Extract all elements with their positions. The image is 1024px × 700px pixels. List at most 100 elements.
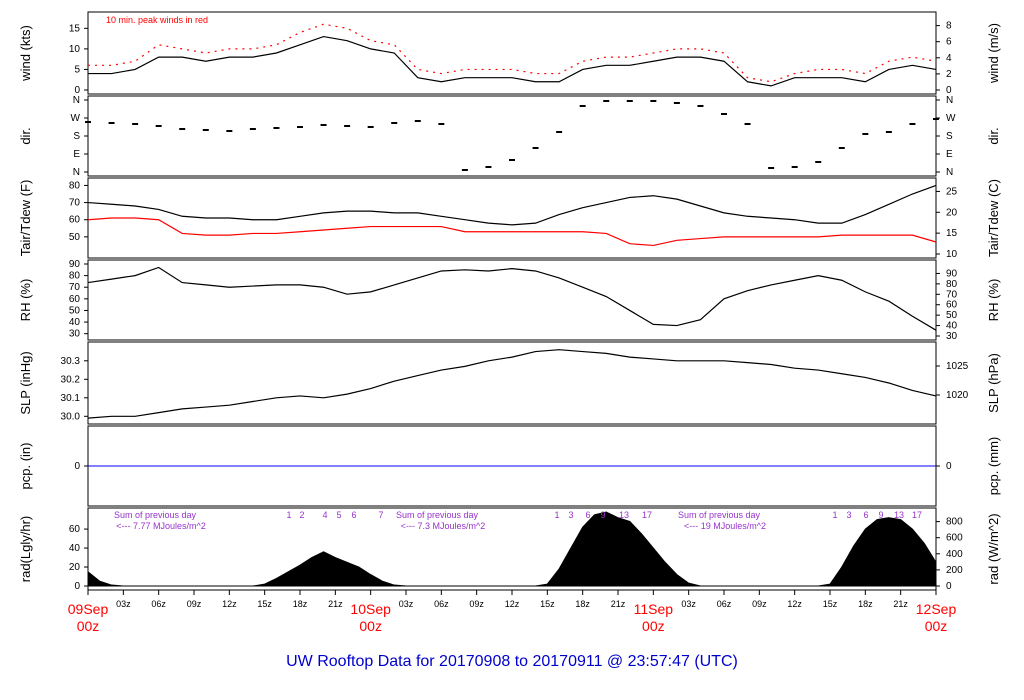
dir-ytick-label-left: N [73, 167, 80, 178]
temp-ytick-label-left: 80 [69, 180, 81, 191]
rh-ytick-label-left: 80 [69, 271, 81, 282]
x-tick-label: 21z [893, 599, 908, 609]
rad-ylabel-left: rad(Lgly/hr) [18, 516, 33, 582]
x-date-label: 10Sep [350, 601, 391, 617]
x-date-label: 09Sep [68, 601, 109, 617]
rh-series [87, 266, 937, 331]
dir-point [320, 124, 327, 126]
x-date-label: 12Sep [916, 601, 957, 617]
x-tick-label: 18z [575, 599, 590, 609]
dir-point [85, 121, 91, 123]
rh-frame [87, 259, 937, 341]
rad-hour-mark: 6 [585, 510, 590, 520]
x-tick-label: 06z [434, 599, 449, 609]
rh-ytick-label-right: 90 [946, 268, 958, 279]
dir-ytick-label-right: N [946, 167, 953, 178]
rh-ytick-label-right: 60 [946, 300, 958, 311]
rad-sum-label: Sum of previous day [114, 510, 197, 520]
x-tick-label: 18z [858, 599, 873, 609]
rad-hour-mark: 13 [619, 510, 629, 520]
dir-point [344, 125, 351, 127]
temp-ytick-label-right: 25 [946, 186, 958, 197]
rh-ytick-label-right: 50 [946, 310, 958, 321]
dir-ytick-label-right: E [946, 149, 953, 160]
dir-point [885, 131, 892, 133]
x-tick-label: 15z [823, 599, 838, 609]
dir-point [721, 113, 727, 115]
wind-ytick-label-left: 15 [69, 23, 81, 34]
rad-area [87, 511, 937, 587]
wind-annotation: 10 min. peak winds in red [106, 15, 208, 25]
temp-ytick-label-left: 70 [69, 198, 81, 209]
dir-point [556, 131, 563, 133]
rh-ytick-label-left: 70 [69, 282, 81, 293]
rad-hour-mark: 17 [642, 510, 652, 520]
dir-point [509, 159, 515, 161]
slp-ytick-label-left: 30.3 [61, 356, 81, 367]
x-tick-label: 15z [257, 599, 272, 609]
x-date-label: 11Sep [634, 601, 674, 617]
dir-ytick-label-right: W [946, 113, 956, 124]
dir-point [603, 100, 610, 102]
dir-ylabel-left: dir. [18, 127, 33, 144]
wind-ytick-label-left: 5 [74, 64, 80, 75]
rad-hour-mark: 3 [846, 510, 851, 520]
slp-ylabel-right: SLP (hPa) [986, 353, 1001, 413]
dir-point [626, 100, 633, 102]
slp-series [87, 349, 937, 419]
dir-point [438, 123, 445, 125]
dir-point [838, 147, 845, 149]
slp-ytick-label-left: 30.0 [61, 411, 81, 422]
dir-point [249, 128, 256, 130]
rad-hour-mark: 1 [286, 510, 291, 520]
dir-point [909, 123, 916, 125]
x-tick-label: 03z [681, 599, 696, 609]
rad-sum-value: <--- 19 MJoules/m^2 [684, 521, 766, 531]
slp-ytick-label-right: 1020 [946, 390, 969, 401]
dir-point [650, 100, 657, 102]
x-tick-label: 06z [151, 599, 166, 609]
slp-ytick-label-left: 30.2 [61, 374, 81, 385]
temp-series-0 [87, 184, 937, 226]
x-tick-label: 03z [399, 599, 414, 609]
dir-frame [87, 95, 937, 177]
temp-ylabel-left: Tair/Tdew (F) [18, 180, 33, 257]
rad-ytick-label-right: 800 [946, 517, 963, 528]
x-tick-label: 21z [328, 599, 343, 609]
dir-ytick-label-left: W [71, 113, 81, 124]
rad-sum-label: Sum of previous day [396, 510, 479, 520]
slp-ylabel-left: SLP (inHg) [18, 351, 33, 414]
rad-ylabel-right: rad (W/m^2) [986, 513, 1001, 584]
temp-ytick-label-right: 20 [946, 207, 958, 218]
dir-point [367, 126, 374, 128]
pcp-ytick-label-left: 0 [74, 461, 80, 472]
dir-ytick-label-left: N [73, 95, 80, 106]
rad-hour-mark: 13 [894, 510, 904, 520]
dir-point [744, 123, 751, 125]
x-date-hour-label: 00z [642, 618, 665, 634]
wind-ylabel-left: wind (kts) [18, 25, 33, 82]
dir-point [532, 147, 539, 149]
x-tick-label: 09z [187, 599, 202, 609]
dir-point [273, 127, 280, 129]
dir-point [485, 166, 492, 168]
dir-point [815, 161, 822, 163]
rad-hour-mark: 17 [912, 510, 922, 520]
wind-ytick-label-right: 2 [946, 69, 952, 80]
dir-ylabel-right: dir. [986, 127, 1001, 144]
rad-hour-mark: 7 [378, 510, 383, 520]
slp-ytick-label-right: 1025 [946, 361, 969, 372]
rh-ylabel-left: RH (%) [18, 279, 33, 322]
rh-ylabel-right: RH (%) [986, 279, 1001, 322]
dir-point [697, 105, 704, 107]
dir-ytick-label-right: S [946, 131, 953, 142]
wind-ytick-label-right: 6 [946, 37, 952, 48]
x-date-hour-label: 00z [359, 618, 382, 634]
temp-ytick-label-left: 60 [69, 215, 81, 226]
rh-ytick-label-right: 40 [946, 321, 958, 332]
rad-ytick-label-left: 60 [69, 524, 81, 535]
wind-ytick-label-right: 0 [946, 85, 952, 96]
dir-point [132, 123, 139, 125]
rad-ytick-label-right: 200 [946, 565, 963, 576]
